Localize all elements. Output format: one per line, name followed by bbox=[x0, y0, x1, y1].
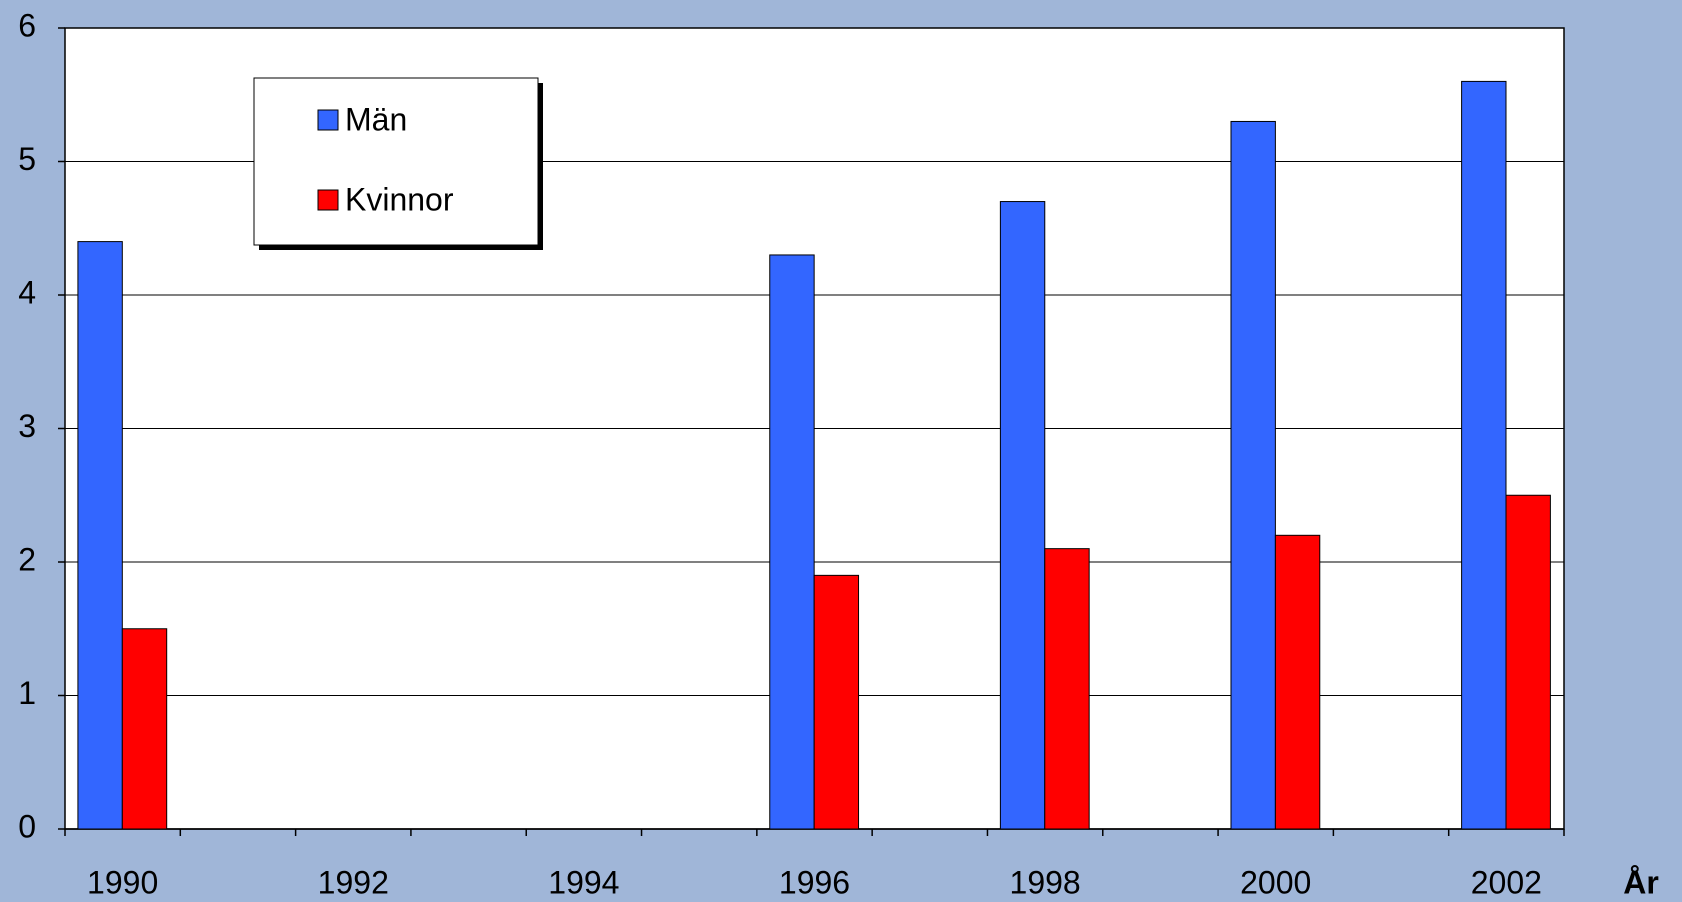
x-tick-label: 2000 bbox=[1240, 864, 1311, 900]
legend-swatch bbox=[317, 109, 339, 131]
bar bbox=[1461, 80, 1507, 830]
bar bbox=[1230, 120, 1276, 830]
legend-label: Män bbox=[345, 101, 407, 137]
x-tick-label: 1998 bbox=[1010, 864, 1081, 900]
x-tick-label: 1996 bbox=[779, 864, 850, 900]
bar bbox=[769, 254, 815, 830]
legend-label: Kvinnor bbox=[345, 181, 454, 217]
bar bbox=[1274, 534, 1321, 830]
x-axis-label: År bbox=[1623, 864, 1659, 900]
x-tick-label: 1990 bbox=[87, 864, 158, 900]
bar bbox=[1505, 494, 1551, 830]
bar bbox=[121, 628, 168, 830]
legend bbox=[253, 77, 539, 246]
bar bbox=[77, 241, 123, 830]
x-tick-label: 1994 bbox=[548, 864, 619, 900]
bar bbox=[813, 574, 860, 830]
y-tick-label: 0 bbox=[18, 808, 36, 844]
bar bbox=[1044, 548, 1090, 830]
legend-swatch bbox=[317, 189, 339, 211]
y-tick-label: 2 bbox=[18, 541, 36, 577]
y-tick-label: 3 bbox=[18, 408, 36, 444]
y-tick-label: 1 bbox=[18, 675, 36, 711]
y-tick-label: 5 bbox=[18, 141, 36, 177]
x-tick-label: 1992 bbox=[318, 864, 389, 900]
bar bbox=[999, 201, 1046, 830]
y-tick-label: 4 bbox=[18, 274, 36, 310]
y-tick-label: 6 bbox=[18, 7, 36, 43]
x-tick-label: 2002 bbox=[1471, 864, 1542, 900]
